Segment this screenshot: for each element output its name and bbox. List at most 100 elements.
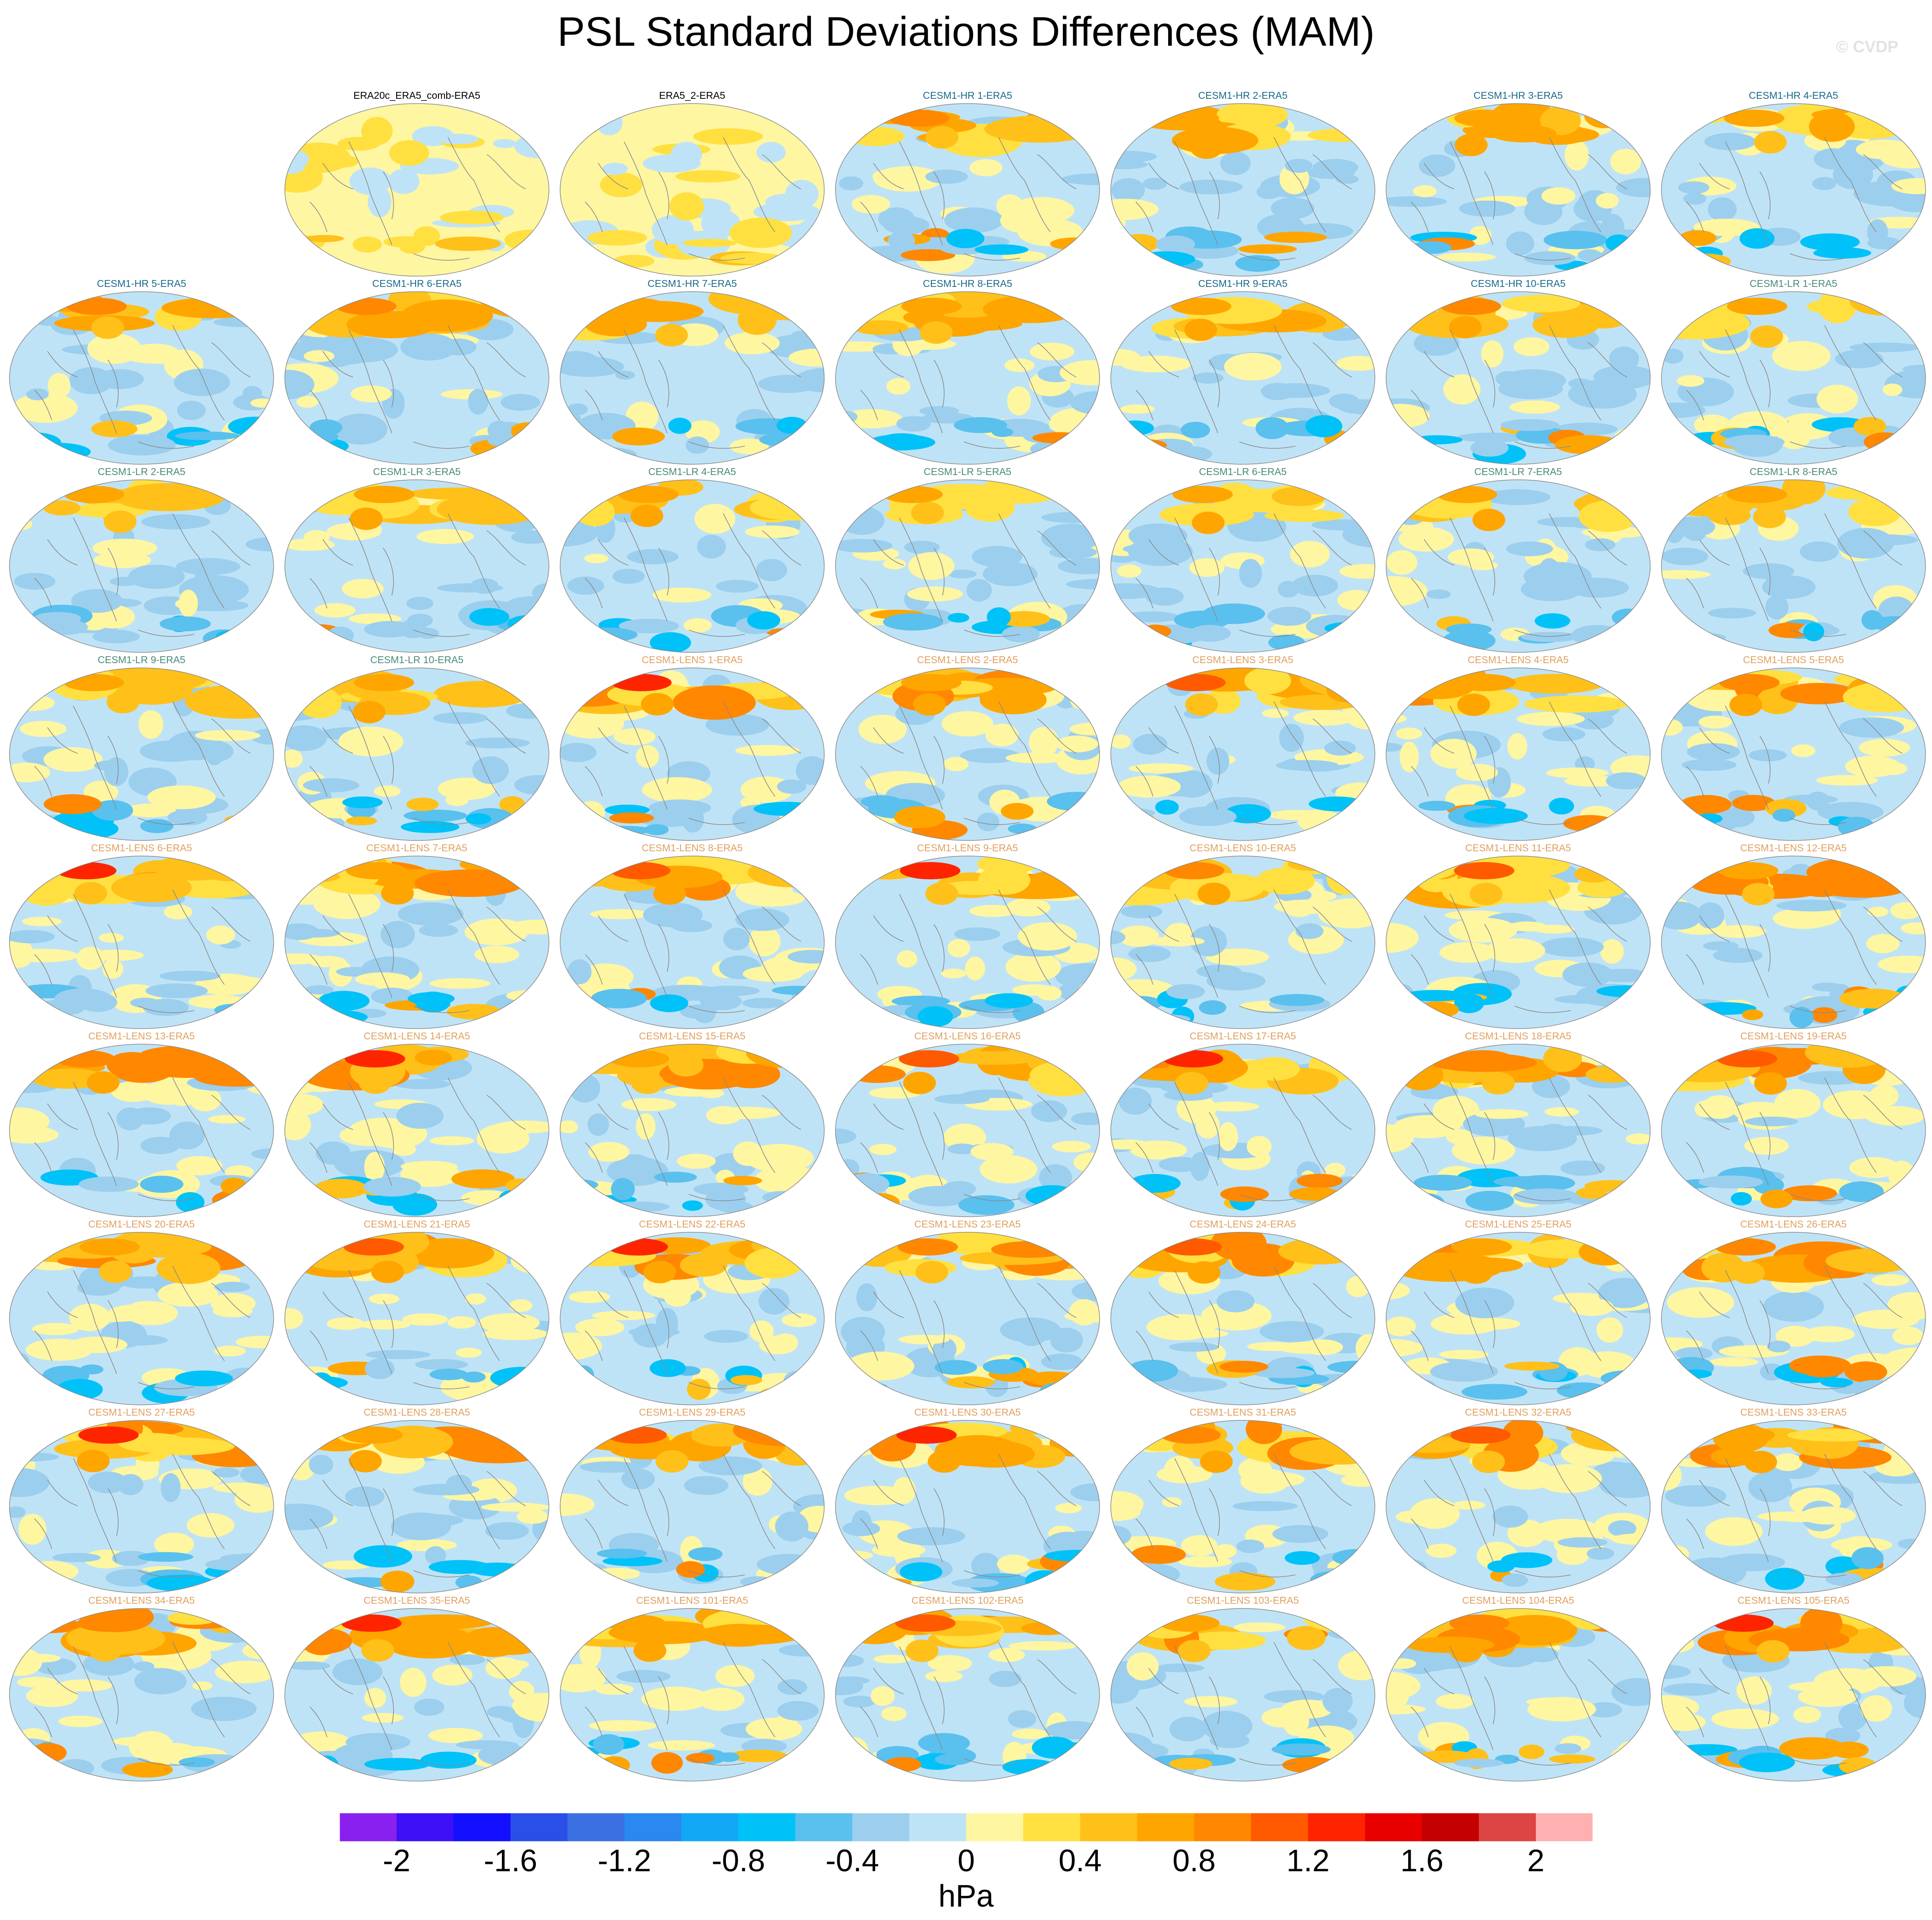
map-panel: CESM1-LENS 34-ERA5: [3, 1594, 280, 1782]
panel-title: CESM1-HR 10-ERA5: [1471, 278, 1566, 289]
map-panel: CESM1-LR 2-ERA5: [3, 465, 280, 653]
colorbar-segment: [1479, 1813, 1536, 1841]
panel-title: CESM1-LENS 27-ERA5: [88, 1407, 195, 1418]
map-panel: CESM1-LENS 23-ERA5: [829, 1218, 1106, 1406]
panel-title: CESM1-LENS 24-ERA5: [1189, 1218, 1296, 1230]
global-map: [1110, 667, 1375, 841]
panel-title: CESM1-LR 9-ERA5: [98, 654, 186, 665]
global-map: [560, 856, 825, 1029]
panel-title: CESM1-LENS 29-ERA5: [639, 1407, 746, 1418]
map-panel: CESM1-LENS 3-ERA5: [1105, 653, 1381, 841]
colorbar-segment: [681, 1813, 739, 1841]
global-map: [1661, 291, 1926, 465]
panel-title: CESM1-LENS 21-ERA5: [363, 1218, 470, 1230]
global-map: [284, 856, 549, 1029]
panel-title: CESM1-LENS 15-ERA5: [639, 1030, 746, 1042]
map-panel: CESM1-LENS 104-ERA5: [1380, 1594, 1656, 1782]
panel-title: CESM1-LENS 3-ERA5: [1192, 654, 1293, 665]
panel-title: CESM1-LR 7-ERA5: [1474, 466, 1562, 477]
colorbar-segment: [1251, 1813, 1308, 1841]
global-map: [1386, 856, 1651, 1029]
map-panel-grid: ERA20c_ERA5_comb-ERA5 ERA5_2-ERA5 CESM1-HR…: [3, 89, 1932, 1782]
map-panel: CESM1-LENS 9-ERA5: [829, 841, 1106, 1029]
map-panel: CESM1-LENS 101-ERA5: [554, 1594, 830, 1782]
colorbar-tick-label: 0: [957, 1844, 975, 1878]
global-map: [835, 1232, 1100, 1405]
map-panel: CESM1-LENS 15-ERA5: [554, 1029, 830, 1218]
global-map: [835, 856, 1100, 1029]
panel-title: CESM1-LENS 6-ERA5: [91, 842, 192, 853]
global-map: [1386, 291, 1651, 465]
panel-title: CESM1-LENS 7-ERA5: [366, 842, 467, 853]
panel-title: CESM1-LENS 102-ERA5: [911, 1595, 1024, 1606]
panel-title: CESM1-LENS 20-ERA5: [88, 1218, 195, 1230]
map-panel: CESM1-LENS 103-ERA5: [1105, 1594, 1381, 1782]
colorbar-tick-label: -1.6: [483, 1844, 538, 1878]
global-map: [835, 1608, 1100, 1782]
global-map: [1110, 479, 1375, 653]
panel-title: CESM1-LR 6-ERA5: [1199, 466, 1287, 477]
colorbar-tick-label: 0.4: [1058, 1844, 1102, 1878]
colorbar-segment: [511, 1813, 568, 1841]
panel-title: CESM1-LR 1-ERA5: [1749, 278, 1837, 289]
map-panel: CESM1-LENS 22-ERA5: [554, 1218, 830, 1406]
map-panel: CESM1-HR 6-ERA5: [279, 277, 555, 465]
global-map: [284, 479, 549, 653]
colorbar-tick-label: -1.2: [597, 1844, 652, 1878]
panel-title: CESM1-LENS 16-ERA5: [914, 1030, 1021, 1042]
panel-title: CESM1-LR 2-ERA5: [98, 466, 186, 477]
global-map: [284, 291, 549, 465]
panel-title: CESM1-LENS 11-ERA5: [1465, 842, 1571, 853]
panel-title: CESM1-LENS 104-ERA5: [1462, 1595, 1574, 1606]
global-map: [1110, 291, 1375, 465]
global-map: [835, 1044, 1100, 1217]
map-panel: CESM1-LENS 13-ERA5: [3, 1029, 280, 1218]
map-panel: CESM1-LENS 11-ERA5: [1380, 841, 1656, 1029]
map-panel: CESM1-LENS 35-ERA5: [279, 1594, 555, 1782]
map-panel: CESM1-LENS 105-ERA5: [1655, 1594, 1932, 1782]
global-map: [560, 479, 825, 653]
global-map: [1661, 1044, 1926, 1217]
panel-title: CESM1-LENS 5-ERA5: [1743, 654, 1844, 665]
global-map: [560, 1044, 825, 1217]
map-panel: CESM1-LENS 27-ERA5: [3, 1406, 280, 1594]
map-panel: CESM1-LENS 8-ERA5: [554, 841, 830, 1029]
panel-title: CESM1-HR 1-ERA5: [923, 90, 1012, 101]
colorbar-segment: [852, 1813, 910, 1841]
panel-title: CESM1-LENS 19-ERA5: [1740, 1030, 1847, 1042]
global-map: [9, 1044, 274, 1217]
global-map: [9, 856, 274, 1029]
colorbar-segment: [1023, 1813, 1081, 1841]
global-map: [1661, 1420, 1926, 1593]
panel-title: CESM1-LR 10-ERA5: [370, 654, 464, 665]
map-panel: CESM1-LENS 102-ERA5: [829, 1594, 1106, 1782]
global-map: [1110, 1232, 1375, 1405]
global-map: [835, 291, 1100, 465]
colorbar-tick-label: 0.8: [1172, 1844, 1216, 1878]
colorbar-segment: [340, 1813, 397, 1841]
map-panel: CESM1-HR 4-ERA5: [1655, 89, 1932, 277]
map-panel: CESM1-HR 3-ERA5: [1380, 89, 1656, 277]
colorbar-segment: [397, 1813, 454, 1841]
global-map: [284, 667, 549, 841]
panel-title: CESM1-HR 7-ERA5: [647, 278, 737, 289]
map-panel: CESM1-LENS 26-ERA5: [1655, 1218, 1932, 1406]
panel-title: CESM1-HR 8-ERA5: [923, 278, 1012, 289]
panel-title: CESM1-LENS 18-ERA5: [1465, 1030, 1572, 1042]
map-panel: CESM1-LENS 6-ERA5: [3, 841, 280, 1029]
map-panel: CESM1-LR 6-ERA5: [1105, 465, 1381, 653]
map-panel: CESM1-LENS 10-ERA5: [1105, 841, 1381, 1029]
map-panel: CESM1-HR 1-ERA5: [829, 89, 1106, 277]
global-map: [9, 667, 274, 841]
map-panel: CESM1-LENS 28-ERA5: [279, 1406, 555, 1594]
global-map: [9, 291, 274, 465]
map-panel: CESM1-LENS 24-ERA5: [1105, 1218, 1381, 1406]
global-map: [284, 1420, 549, 1593]
panel-title: CESM1-LENS 32-ERA5: [1465, 1407, 1572, 1418]
global-map: [560, 103, 825, 277]
global-map: [1386, 103, 1651, 277]
panel-title: CESM1-LENS 10-ERA5: [1189, 842, 1296, 853]
global-map: [1386, 479, 1651, 653]
credit-text: © CVDP: [1836, 38, 1899, 56]
figure-title: PSL Standard Deviations Differences (MAM…: [557, 9, 1375, 55]
